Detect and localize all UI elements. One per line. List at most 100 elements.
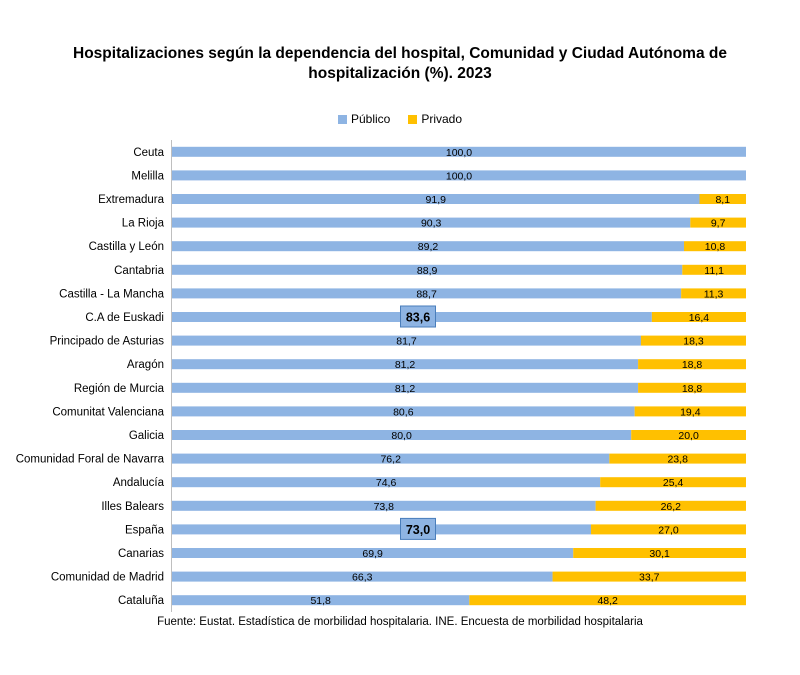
value-label-publico-castilla-la-mancha: 88,7	[416, 288, 437, 300]
bar-privado-illes-balears	[595, 500, 746, 511]
value-label-publico-comunitat-valenciana: 80,6	[393, 406, 414, 418]
value-label-privado-principado-de-asturias: 18,3	[683, 336, 704, 348]
value-label-privado-castilla-y-leon: 10,8	[705, 241, 726, 253]
value-label-publico-la-rioja: 90,3	[421, 218, 442, 230]
bar-publico-ceuta	[172, 146, 746, 157]
value-label-privado-cataluna: 48,2	[597, 595, 618, 607]
bar-publico-aragon	[172, 359, 639, 370]
value-label-privado-comunitat-valenciana: 19,4	[680, 406, 701, 418]
category-label-castilla-y-leon: Castilla y León	[89, 241, 164, 253]
bar-publico-comunitat-valenciana	[172, 406, 635, 417]
category-label-comunidad-foral-de-navarra: Comunidad Foral de Navarra	[16, 454, 165, 466]
category-label-espana: España	[125, 524, 165, 536]
bar-publico-comunidad-foral-de-navarra	[172, 453, 610, 464]
legend-item-privado: Privado	[408, 112, 462, 126]
bar-privado-cataluna	[469, 595, 746, 606]
source-note: Fuente: Eustat. Estadística de morbilida…	[157, 616, 643, 628]
value-label-privado-aragon: 18,8	[682, 359, 703, 371]
value-label-publico-c-a-de-euskadi: 83,6	[406, 311, 430, 325]
bar-privado-extremadura	[699, 194, 746, 204]
bar-publico-galicia	[172, 430, 632, 440]
highlight-box-espana	[400, 517, 436, 540]
category-label-melilla: Melilla	[131, 170, 164, 182]
chart-title-line1: Hospitalizaciones según la dependencia d…	[73, 45, 727, 62]
category-label-cataluna: Cataluña	[118, 595, 165, 607]
value-label-publico-region-de-murcia: 81,2	[395, 383, 416, 395]
value-label-publico-aragon: 81,2	[395, 359, 416, 371]
value-label-publico-cantabria: 88,9	[417, 265, 438, 277]
chart-title-line2: hospitalización (%). 2023	[308, 65, 492, 82]
bar-publico-region-de-murcia	[172, 382, 639, 393]
value-label-publico-comunidad-foral-de-navarra: 76,2	[380, 454, 401, 466]
value-label-privado-la-rioja: 9,7	[711, 218, 726, 230]
bar-privado-comunidad-de-madrid	[552, 571, 746, 582]
value-label-publico-extremadura: 91,9	[426, 194, 447, 206]
bar-privado-la-rioja	[690, 217, 746, 228]
highlight-box-c-a-de-euskadi	[400, 305, 436, 328]
value-label-privado-comunidad-foral-de-navarra: 23,8	[667, 454, 688, 466]
value-label-publico-ceuta: 100,0	[446, 147, 472, 159]
category-label-illes-balears: Illes Balears	[101, 501, 164, 513]
value-label-publico-cataluna: 51,8	[310, 595, 331, 607]
bar-privado-region-de-murcia	[638, 382, 746, 393]
category-label-comunidad-de-madrid: Comunidad de Madrid	[51, 572, 164, 584]
legend-swatch-publico	[337, 114, 347, 124]
bar-publico-andalucia	[172, 477, 601, 488]
bar-privado-canarias	[573, 548, 746, 558]
value-label-privado-c-a-de-euskadi: 16,4	[689, 312, 710, 324]
category-label-region-de-murcia: Región de Murcia	[74, 383, 165, 395]
value-label-publico-galicia: 80,0	[391, 430, 412, 442]
value-label-publico-principado-de-asturias: 81,7	[396, 336, 417, 348]
value-label-privado-extremadura: 8,1	[715, 194, 730, 206]
legend-label-privado: Privado	[421, 112, 463, 126]
value-label-publico-comunidad-de-madrid: 66,3	[352, 572, 373, 584]
value-label-privado-cantabria: 11,1	[704, 265, 724, 277]
bar-privado-espana	[591, 524, 746, 535]
bar-privado-cantabria	[682, 264, 746, 275]
category-label-principado-de-asturias: Principado de Asturias	[50, 336, 165, 348]
chart-legend: Público Privado	[0, 110, 800, 128]
category-label-galicia: Galicia	[129, 430, 165, 442]
category-label-la-rioja: La Rioja	[122, 218, 165, 230]
bar-publico-principado-de-asturias	[172, 335, 641, 346]
bar-privado-andalucia	[600, 477, 746, 488]
bar-privado-castilla-la-mancha	[681, 288, 746, 299]
value-label-publico-espana: 73,0	[406, 523, 430, 537]
value-label-publico-melilla: 100,0	[446, 170, 472, 182]
bar-publico-comunidad-de-madrid	[172, 571, 553, 582]
category-label-comunitat-valenciana: Comunitat Valenciana	[52, 406, 164, 418]
bar-publico-espana	[172, 524, 592, 535]
legend-item-publico: Público	[337, 112, 391, 126]
category-label-andalucia: Andalucía	[113, 477, 165, 489]
legend-swatch-privado	[408, 114, 418, 124]
category-label-cantabria: Cantabria	[114, 265, 164, 277]
value-label-privado-region-de-murcia: 18,8	[682, 383, 703, 395]
value-label-privado-comunidad-de-madrid: 33,7	[639, 572, 660, 584]
category-label-ceuta: Ceuta	[133, 147, 164, 159]
chart-title: Hospitalizaciones según la dependencia d…	[0, 44, 800, 84]
bar-publico-castilla-y-leon	[172, 241, 685, 252]
bar-privado-galicia	[631, 430, 746, 440]
value-label-privado-canarias: 30,1	[649, 548, 670, 560]
category-label-c-a-de-euskadi: C.A de Euskadi	[85, 312, 164, 324]
value-label-privado-galicia: 20,0	[678, 430, 699, 442]
value-label-privado-espana: 27,0	[658, 524, 679, 536]
bar-publico-cataluna	[172, 595, 470, 606]
value-label-privado-castilla-la-mancha: 11,3	[704, 288, 724, 300]
category-label-extremadura: Extremadura	[98, 194, 164, 206]
value-label-publico-illes-balears: 73,8	[374, 501, 395, 513]
bar-publico-la-rioja	[172, 217, 691, 228]
bar-publico-melilla	[172, 170, 746, 181]
bar-privado-c-a-de-euskadi	[651, 312, 746, 322]
bar-privado-principado-de-asturias	[640, 335, 746, 346]
bar-privado-aragon	[638, 359, 746, 370]
legend-label-publico: Público	[350, 112, 391, 126]
value-label-publico-canarias: 69,9	[362, 548, 383, 560]
bar-privado-comunitat-valenciana	[634, 406, 746, 417]
category-label-aragon: Aragón	[127, 359, 164, 371]
category-label-canarias: Canarias	[118, 548, 164, 560]
bar-privado-castilla-y-leon	[684, 241, 746, 252]
category-label-castilla-la-mancha: Castilla - La Mancha	[59, 288, 164, 300]
bar-privado-comunidad-foral-de-navarra	[609, 453, 746, 464]
